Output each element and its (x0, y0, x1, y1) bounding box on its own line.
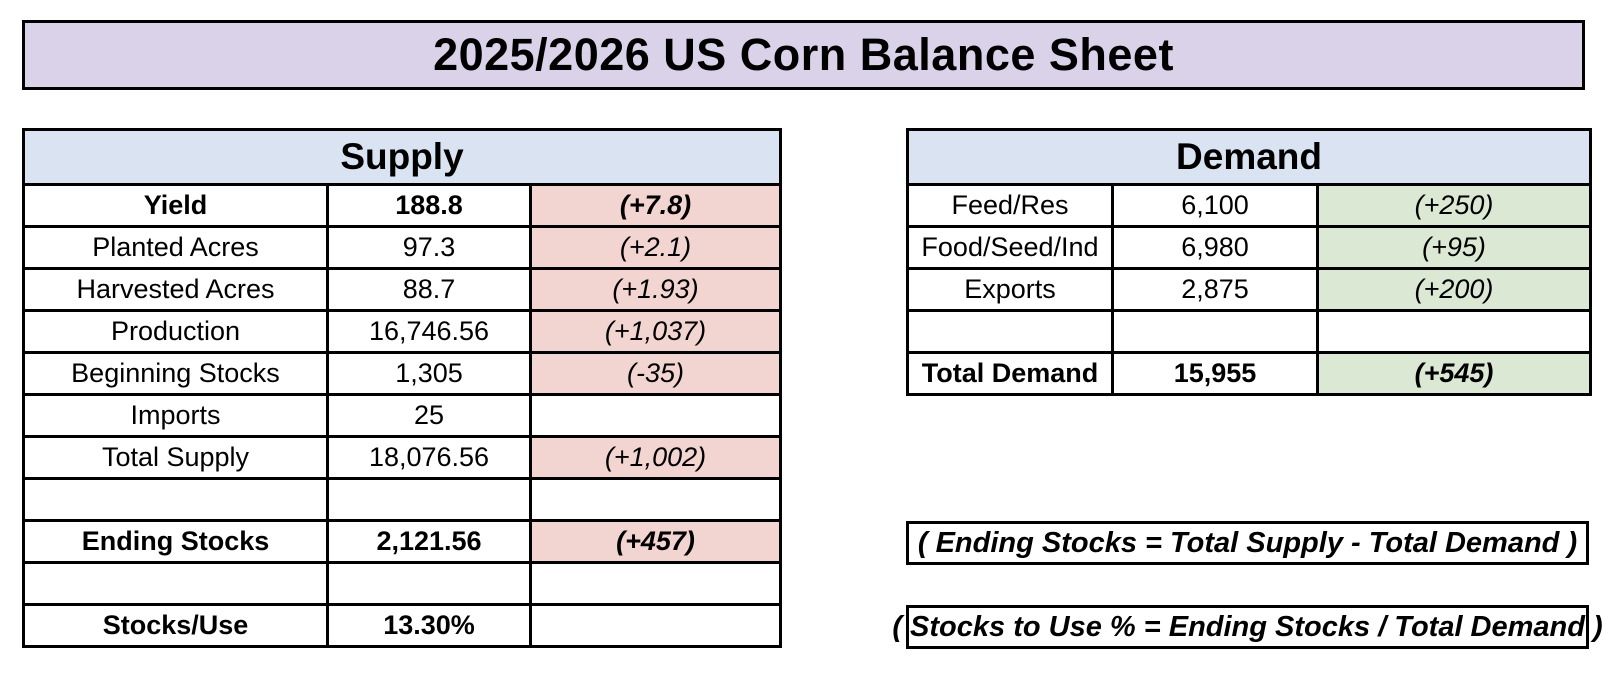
table-header-row: Demand (905, 128, 1593, 186)
table-row (22, 477, 783, 522)
row-value-cell (326, 561, 532, 606)
row-label-cell: Total Supply (22, 435, 329, 480)
row-label-cell (906, 309, 1114, 354)
table-row: Stocks/Use 13.30% (22, 603, 783, 648)
row-label-cell: Ending Stocks (22, 519, 329, 564)
ending-stocks-formula-note: ( Ending Stocks = Total Supply - Total D… (906, 521, 1589, 565)
table-row: Feed/Res 6,100 (+250) (906, 183, 1593, 228)
table-row (22, 561, 783, 606)
row-change-cell: (+1,037) (528, 309, 783, 354)
row-change-cell (528, 477, 783, 522)
row-change-cell (1315, 309, 1593, 354)
row-value-cell: 97.3 (326, 225, 532, 270)
row-label-cell: Beginning Stocks (22, 351, 329, 396)
row-change-cell: (+545) (1315, 351, 1593, 396)
row-label-cell (22, 561, 329, 606)
row-value-cell: 15,955 (1111, 351, 1319, 396)
row-change-cell (528, 603, 783, 648)
row-change-cell: (+1.93) (528, 267, 783, 312)
row-value-cell: 25 (326, 393, 532, 438)
row-label-cell: Stocks/Use (22, 603, 329, 648)
table-row: Total Demand 15,955 (+545) (906, 351, 1593, 396)
row-value-cell: 1,305 (326, 351, 532, 396)
row-value-cell: 18,076.56 (326, 435, 532, 480)
row-change-cell: (+1,002) (528, 435, 783, 480)
row-value-cell (326, 477, 532, 522)
row-value-cell (1111, 309, 1319, 354)
row-value-cell: 2,121.56 (326, 519, 532, 564)
row-value-cell: 188.8 (326, 183, 532, 228)
row-label-cell (22, 477, 329, 522)
table-header-row: Supply (21, 128, 783, 186)
supply-table-header: Supply (21, 128, 783, 186)
table-row: Exports 2,875 (+200) (906, 267, 1593, 312)
table-row: Imports 25 (22, 393, 783, 438)
table-row: Planted Acres 97.3 (+2.1) (22, 225, 783, 270)
row-label-cell: Food/Seed/Ind (906, 225, 1114, 270)
supply-table: Supply Yield 188.8 (+7.8) Planted Acres … (21, 128, 783, 648)
table-row: Harvested Acres 88.7 (+1.93) (22, 267, 783, 312)
row-change-cell: (+250) (1315, 183, 1593, 228)
row-value-cell: 16,746.56 (326, 309, 532, 354)
page-title: 2025/2026 US Corn Balance Sheet (22, 20, 1585, 90)
row-change-cell: (-35) (528, 351, 783, 396)
row-label-cell: Harvested Acres (22, 267, 329, 312)
row-change-cell: (+95) (1315, 225, 1593, 270)
table-row: Ending Stocks 2,121.56 (+457) (22, 519, 783, 564)
row-label-cell: Imports (22, 393, 329, 438)
row-value-cell: 6,100 (1111, 183, 1319, 228)
row-label-cell: Feed/Res (906, 183, 1114, 228)
row-value-cell: 6,980 (1111, 225, 1319, 270)
table-row: Beginning Stocks 1,305 (-35) (22, 351, 783, 396)
stocks-to-use-formula-note: ( Stocks to Use % = Ending Stocks / Tota… (892, 605, 1603, 649)
row-label-cell: Exports (906, 267, 1114, 312)
row-change-cell (528, 561, 783, 606)
demand-table-header: Demand (905, 128, 1593, 186)
table-row (906, 309, 1593, 354)
row-label-cell: Yield (22, 183, 329, 228)
row-change-cell: (+7.8) (528, 183, 783, 228)
table-row: Yield 188.8 (+7.8) (22, 183, 783, 228)
row-label-cell: Production (22, 309, 329, 354)
row-value-cell: 2,875 (1111, 267, 1319, 312)
demand-table: Demand Feed/Res 6,100 (+250) Food/Seed/I… (905, 128, 1593, 396)
table-row: Production 16,746.56 (+1,037) (22, 309, 783, 354)
row-value-cell: 88.7 (326, 267, 532, 312)
row-change-cell: (+200) (1315, 267, 1593, 312)
row-change-cell: (+457) (528, 519, 783, 564)
row-label-cell: Planted Acres (22, 225, 329, 270)
table-row: Total Supply 18,076.56 (+1,002) (22, 435, 783, 480)
table-row: Food/Seed/Ind 6,980 (+95) (906, 225, 1593, 270)
row-label-cell: Total Demand (906, 351, 1114, 396)
row-value-cell: 13.30% (326, 603, 532, 648)
row-change-cell: (+2.1) (528, 225, 783, 270)
row-change-cell (528, 393, 783, 438)
